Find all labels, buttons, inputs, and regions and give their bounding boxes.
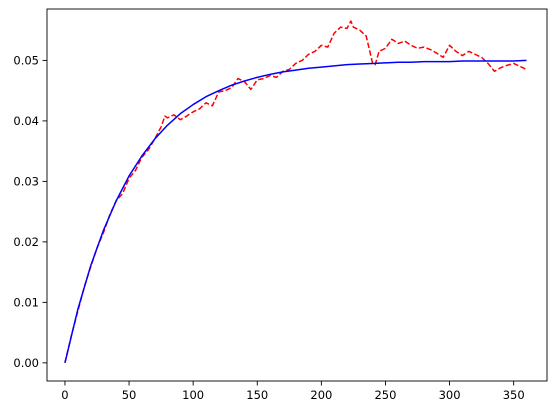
y-axis: 0.00 0.01 0.02 0.03 0.04 0.05 — [13, 53, 47, 370]
y-tick-label: 0.00 — [13, 356, 39, 370]
dashed-series-line — [64, 20, 527, 364]
x-tick-label: 300 — [439, 388, 461, 402]
x-tick-label: 250 — [374, 388, 396, 402]
y-tick-label: 0.05 — [13, 53, 39, 67]
x-tick-label: 0 — [61, 388, 68, 402]
x-tick-label: 50 — [122, 388, 137, 402]
y-tick-label: 0.04 — [13, 114, 39, 128]
y-tick-label: 0.03 — [13, 174, 39, 188]
y-tick-label: 0.02 — [13, 235, 39, 249]
y-tick-label: 0.01 — [13, 295, 39, 309]
x-tick-label: 200 — [310, 388, 332, 402]
series-layer — [64, 20, 527, 364]
x-tick-label: 150 — [246, 388, 268, 402]
x-tick-label: 350 — [503, 388, 525, 402]
x-tick-label: 100 — [182, 388, 204, 402]
solid-series-line — [64, 59, 527, 364]
x-axis: 0 50 100 150 200 250 300 350 — [61, 381, 525, 402]
plot-frame — [46, 8, 548, 382]
